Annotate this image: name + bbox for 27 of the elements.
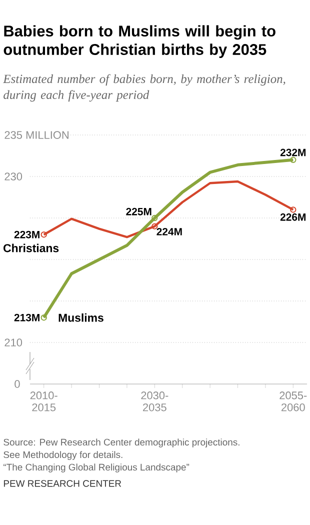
data-label: 213M [14,314,40,322]
point [290,156,296,164]
data-label: 226M [280,213,306,221]
series-label: Christians [4,244,59,252]
point [40,314,47,321]
y-tick-label: 230 [4,172,22,180]
point [152,214,158,222]
point [40,232,47,238]
chart-title: Babies born to Muslims will begin to outnumber Christian births by 2035 [4,25,276,58]
text: 0 [14,380,20,388]
text: “The Changing Global Religious Landscape” [4,464,190,472]
x-tick-label: 2030-2035 [141,392,168,412]
x-tick-label: 2055-2060 [280,392,307,412]
chart-subtitle: Estimated number of babies born, by mother’s religion, during each five-year period [3,74,286,102]
data-label: 232M [280,148,306,156]
data-label: 225M [126,208,152,216]
x-tick-label: 2010-2015 [30,392,58,412]
point [152,223,158,230]
source-note: Source: Pew Research Center demographic projections. [4,438,240,448]
data-label: 224M [156,228,182,236]
series-label: Muslims [58,313,104,322]
y-tick-label: 210 [4,338,22,346]
point [290,206,296,213]
data-label: 223M [14,230,40,238]
text: PEW RESEARCH CENTER [4,480,122,487]
text: See Methodology for details. [4,451,122,460]
y-tick-label: 235 MILLION [4,131,68,139]
